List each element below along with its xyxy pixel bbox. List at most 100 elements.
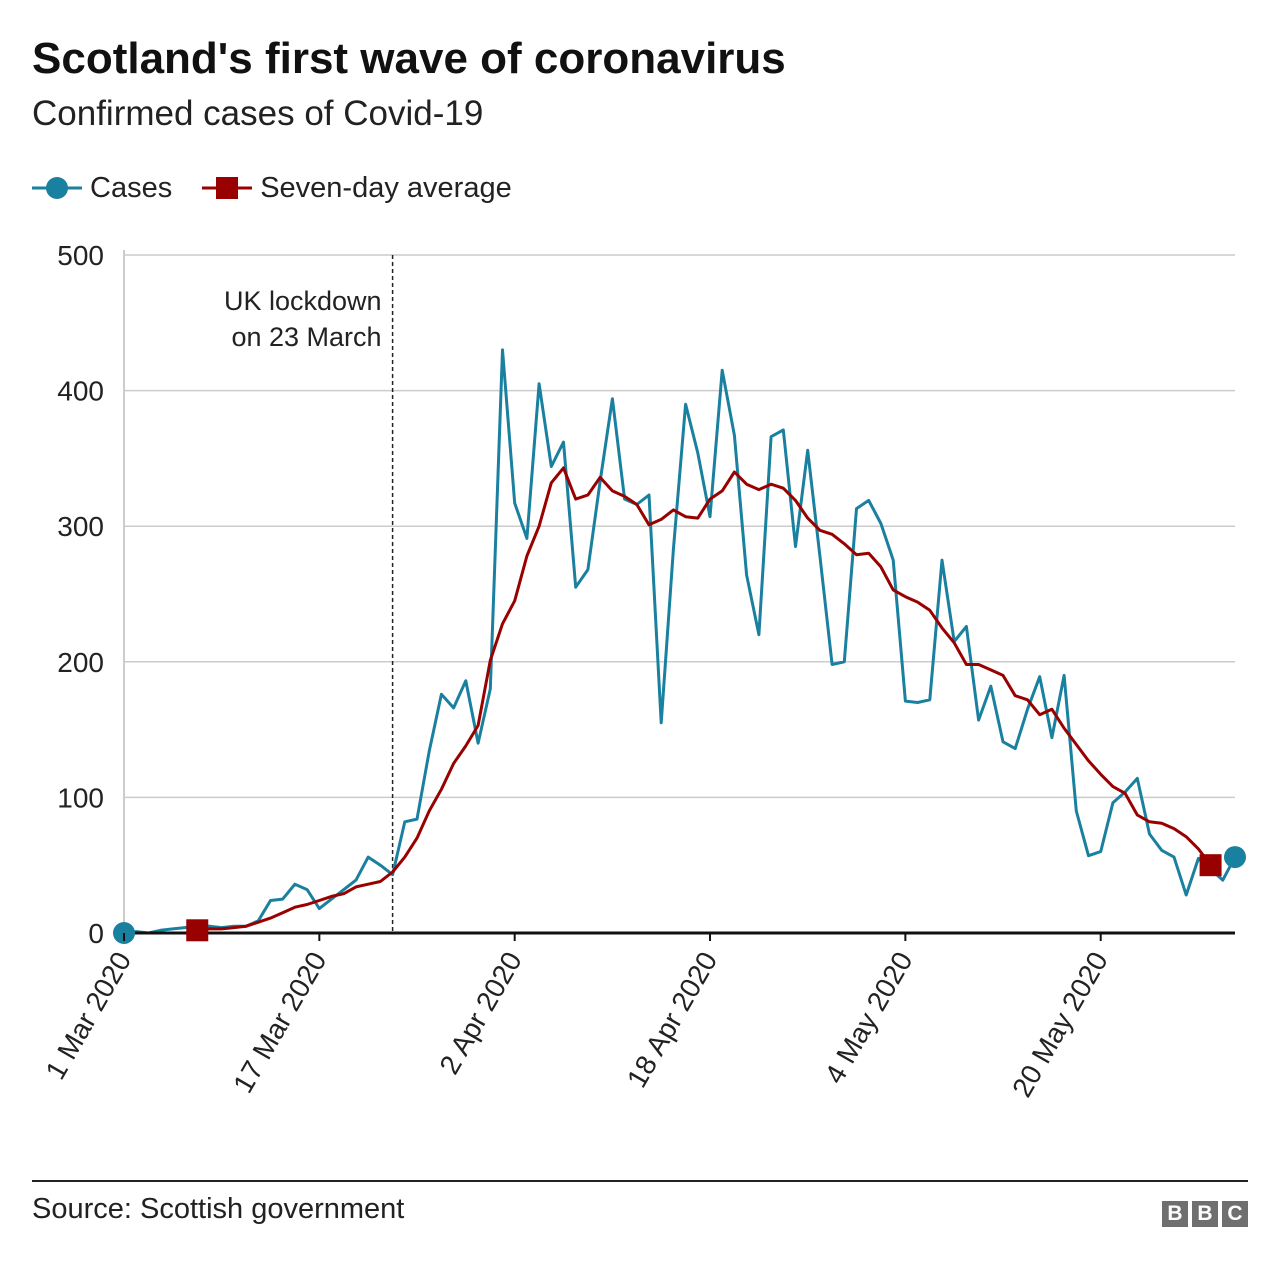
data-point-cases [794, 545, 797, 548]
data-point-cases [696, 451, 699, 454]
series-end-marker-average [1199, 854, 1222, 877]
legend: Cases Seven-day average [32, 168, 542, 208]
data-point-cases [586, 568, 589, 571]
x-tick-label: 2 Apr 2020 [433, 947, 528, 1080]
data-point-average [1185, 835, 1188, 838]
legend-label-cases: Cases [90, 171, 173, 204]
data-point-cases [831, 663, 834, 666]
data-point-average [635, 503, 638, 506]
data-point-average [367, 883, 370, 886]
data-point-average [794, 499, 797, 502]
data-point-cases [1111, 801, 1114, 804]
data-point-average [1111, 785, 1114, 788]
data-point-cases [538, 382, 541, 385]
data-point-cases [1014, 747, 1017, 750]
data-point-average [1124, 792, 1127, 795]
data-point-average [379, 880, 382, 883]
y-tick-label: 100 [57, 782, 104, 813]
data-point-cases [489, 687, 492, 690]
logo-letter: B [1162, 1201, 1188, 1227]
data-point-cases [1087, 854, 1090, 857]
data-point-average [245, 925, 248, 928]
data-point-average [440, 788, 443, 791]
data-point-average [770, 483, 773, 486]
data-point-cases [184, 926, 187, 929]
data-point-average [525, 555, 528, 558]
series-start-marker-average [186, 919, 209, 942]
data-point-cases [1221, 879, 1224, 882]
data-point-cases [977, 719, 980, 722]
data-point-cases [379, 864, 382, 867]
data-point-average [965, 663, 968, 666]
data-point-cases [757, 633, 760, 636]
data-point-cases [281, 898, 284, 901]
data-point-cases [647, 494, 650, 497]
data-point-average [269, 917, 272, 920]
data-point-cases [684, 403, 687, 406]
data-point-cases [501, 348, 504, 351]
legend-item-cases: Cases [32, 168, 172, 208]
data-point-average [977, 663, 980, 666]
legend-marker-average [202, 177, 253, 199]
data-point-average [989, 668, 992, 671]
data-point-cases [745, 574, 748, 577]
data-point-average [1099, 773, 1102, 776]
data-point-average [391, 870, 394, 873]
data-point-average [208, 927, 211, 930]
data-point-cases [818, 555, 821, 558]
data-point-average [574, 498, 577, 501]
data-point-cases [269, 899, 272, 902]
data-point-average [538, 525, 541, 528]
data-point-average [281, 911, 284, 914]
data-point-average [428, 809, 431, 812]
data-point-cases [843, 660, 846, 663]
series-end-marker-cases [1224, 846, 1246, 869]
data-point-average [892, 588, 895, 591]
legend-item-average: Seven-day average [202, 168, 512, 208]
data-point-average [477, 724, 480, 727]
data-point-average [562, 466, 565, 469]
data-point-cases [1038, 675, 1041, 678]
data-point-cases [867, 499, 870, 502]
data-point-average [1026, 698, 1029, 701]
data-point-cases [403, 820, 406, 823]
annotation-text: on 23 March [231, 322, 381, 352]
data-point-average [330, 895, 333, 898]
data-point-cases [879, 522, 882, 525]
data-point-average [831, 533, 834, 536]
data-point-cases [513, 502, 516, 505]
data-point-average [318, 899, 321, 902]
data-point-average [342, 892, 345, 895]
data-point-average [721, 489, 724, 492]
data-point-average [220, 927, 223, 930]
data-point-average [623, 495, 626, 498]
data-point-cases [208, 925, 211, 928]
data-point-average [1002, 674, 1005, 677]
series-line-average [195, 466, 1213, 932]
data-point-average [1172, 827, 1175, 830]
data-point-cases [562, 441, 565, 444]
data-point-average [1136, 814, 1139, 817]
data-point-cases [611, 397, 614, 400]
data-point-average [1160, 822, 1163, 825]
bbc-logo: B B C [1158, 1201, 1248, 1227]
data-point-cases [574, 586, 577, 589]
data-point-cases [525, 537, 528, 540]
line-chart: 0 100 200 300 400 500 UK lockdown on 23 March 1 … [40, 240, 1246, 1102]
data-point-cases [928, 698, 931, 701]
data-point-cases [1050, 736, 1053, 739]
data-point-average [306, 903, 309, 906]
data-point-average [599, 476, 602, 479]
data-point-cases [806, 449, 809, 452]
data-point-cases [1148, 833, 1151, 836]
data-point-average [904, 595, 907, 598]
legend-marker-cases [32, 177, 82, 199]
data-point-average [586, 494, 589, 497]
data-point-cases [1185, 894, 1188, 897]
data-point-average [709, 498, 712, 501]
data-point-average [1087, 759, 1090, 762]
data-point-cases [1063, 674, 1066, 677]
data-point-average [672, 508, 675, 511]
data-point-cases [367, 856, 370, 859]
data-point-average [953, 641, 956, 644]
